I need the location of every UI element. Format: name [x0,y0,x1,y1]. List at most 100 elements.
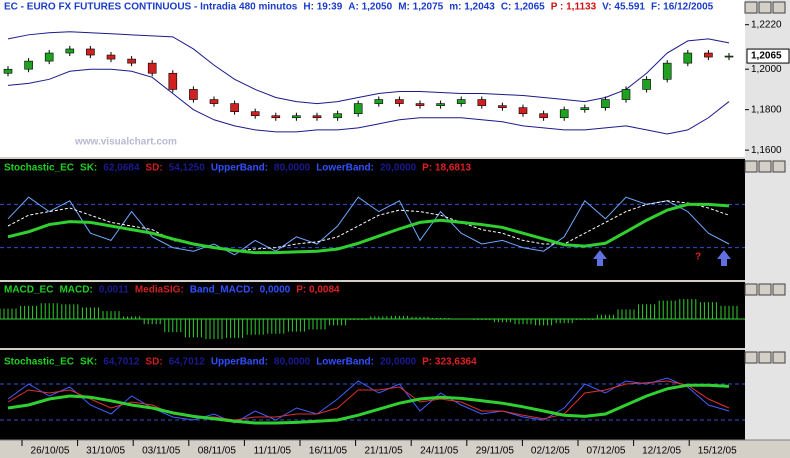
legend-text: SD: [145,357,162,368]
last-price-box [746,48,790,64]
last-price-label: 1,2065 [751,51,782,62]
y-tick-label: 1,2220 [751,19,782,30]
x-tick-label: 16/11/05 [309,446,348,457]
legend-text: P: 18,6813 [422,163,471,174]
candle-body [477,99,487,106]
candle-body [559,109,569,119]
legend-text: P : 1,1133 [551,2,597,13]
candle-body [333,113,342,119]
window-button [758,160,772,173]
y-tick-label: 1,1800 [751,104,782,115]
candle-body [147,62,157,74]
series-line [7,383,730,425]
window-buttons [744,1,786,364]
candle-body [127,58,136,64]
legend-text: 80,0000 [274,357,311,368]
candle-body [353,103,363,115]
x-tick-label: 07/12/05 [587,446,626,457]
candle-body [395,99,404,104]
candle-body [724,55,734,58]
candle-body [189,89,198,100]
window-button [772,283,786,296]
stochastic-panel [0,159,745,280]
legend-text: SK: [80,357,97,368]
candle-body [312,115,322,119]
candle-body [230,103,239,112]
x-tick-label: 21/11/05 [365,446,404,457]
legend-text: EC - EURO FX FUTURES CONTINUOUS - Intrad… [4,2,298,13]
legend-text: UpperBand: [211,163,268,174]
legend-text: M: 1,2075 [398,2,443,13]
y-tick-label: 1,2000 [751,64,782,75]
candle-body [683,52,693,64]
arrows [593,250,731,266]
x-tick-label: 24/11/05 [420,446,459,457]
candle-body [642,79,651,90]
legend-text: C: 1,2065 [501,2,545,13]
legend-text: 80,0000 [274,163,311,174]
legend-text: Stochastic_EC [4,357,74,368]
up-arrow [717,250,731,266]
window-button [772,351,786,364]
candle-body [601,99,610,108]
series-line [7,68,730,135]
axis-area [745,0,790,440]
candle-body [621,89,631,100]
legend-text: P: 0,0084 [296,285,340,296]
series-line [7,377,730,424]
y-tick-label: 1,1600 [751,145,782,156]
legend-text: SD: [145,163,162,174]
legend-text: 20,0000 [380,357,417,368]
legend-text: 54,1250 [169,163,206,174]
candle-body [415,103,425,106]
candle-body [456,99,466,104]
candle-body [106,54,116,60]
series-line [7,196,730,256]
x-tick-label: 12/12/05 [642,446,681,457]
legend-text: 64,7012 [103,357,140,368]
legend-text: UpperBand: [211,357,268,368]
candle-body [662,62,672,80]
legend-text: 0,0011 [99,285,129,296]
candle-body [271,115,281,119]
x-tick-label: 02/12/05 [531,446,570,457]
legend-text: SK: [80,163,97,174]
x-tick-label: 15/12/05 [698,446,737,457]
series-line [7,200,730,252]
candle-body [86,48,95,56]
annotation: ? [695,252,701,263]
candle-body [24,60,33,70]
legend-text: 20,0000 [380,163,417,174]
x-tick-label: 29/11/05 [476,446,515,457]
candle-body [539,113,548,119]
window-button [744,160,758,173]
window-button [772,1,786,14]
watermark: www.visualchart.com [74,137,177,148]
window-button [744,351,758,364]
legend-text: A: 1,2050 [348,2,392,13]
legend-text: LowerBand: [316,163,374,174]
macd-panel [0,282,745,348]
legend-text: P: 323,6364 [422,357,477,368]
candle-body [65,48,75,54]
price-panel [0,0,745,157]
candle-body [704,52,713,58]
legend-text: 64,7012 [169,357,206,368]
window-button [758,283,772,296]
candle-body [518,107,528,115]
legend-text: Stochastic_EC [4,163,74,174]
series-line [7,31,730,105]
candle-body [250,111,260,117]
up-arrow [593,250,607,266]
candle-body [209,99,219,104]
candle-body [374,99,384,104]
candle-body [44,52,54,62]
legend-text: V: 45.591 [602,2,645,13]
x-tick-label: 08/11/05 [198,446,237,457]
candle-body [292,115,301,119]
legend-text: MACD: [59,285,92,296]
legend-text: MACD_EC [4,285,53,296]
legend-text: 0,0000 [260,285,291,296]
candle-body [168,72,178,90]
